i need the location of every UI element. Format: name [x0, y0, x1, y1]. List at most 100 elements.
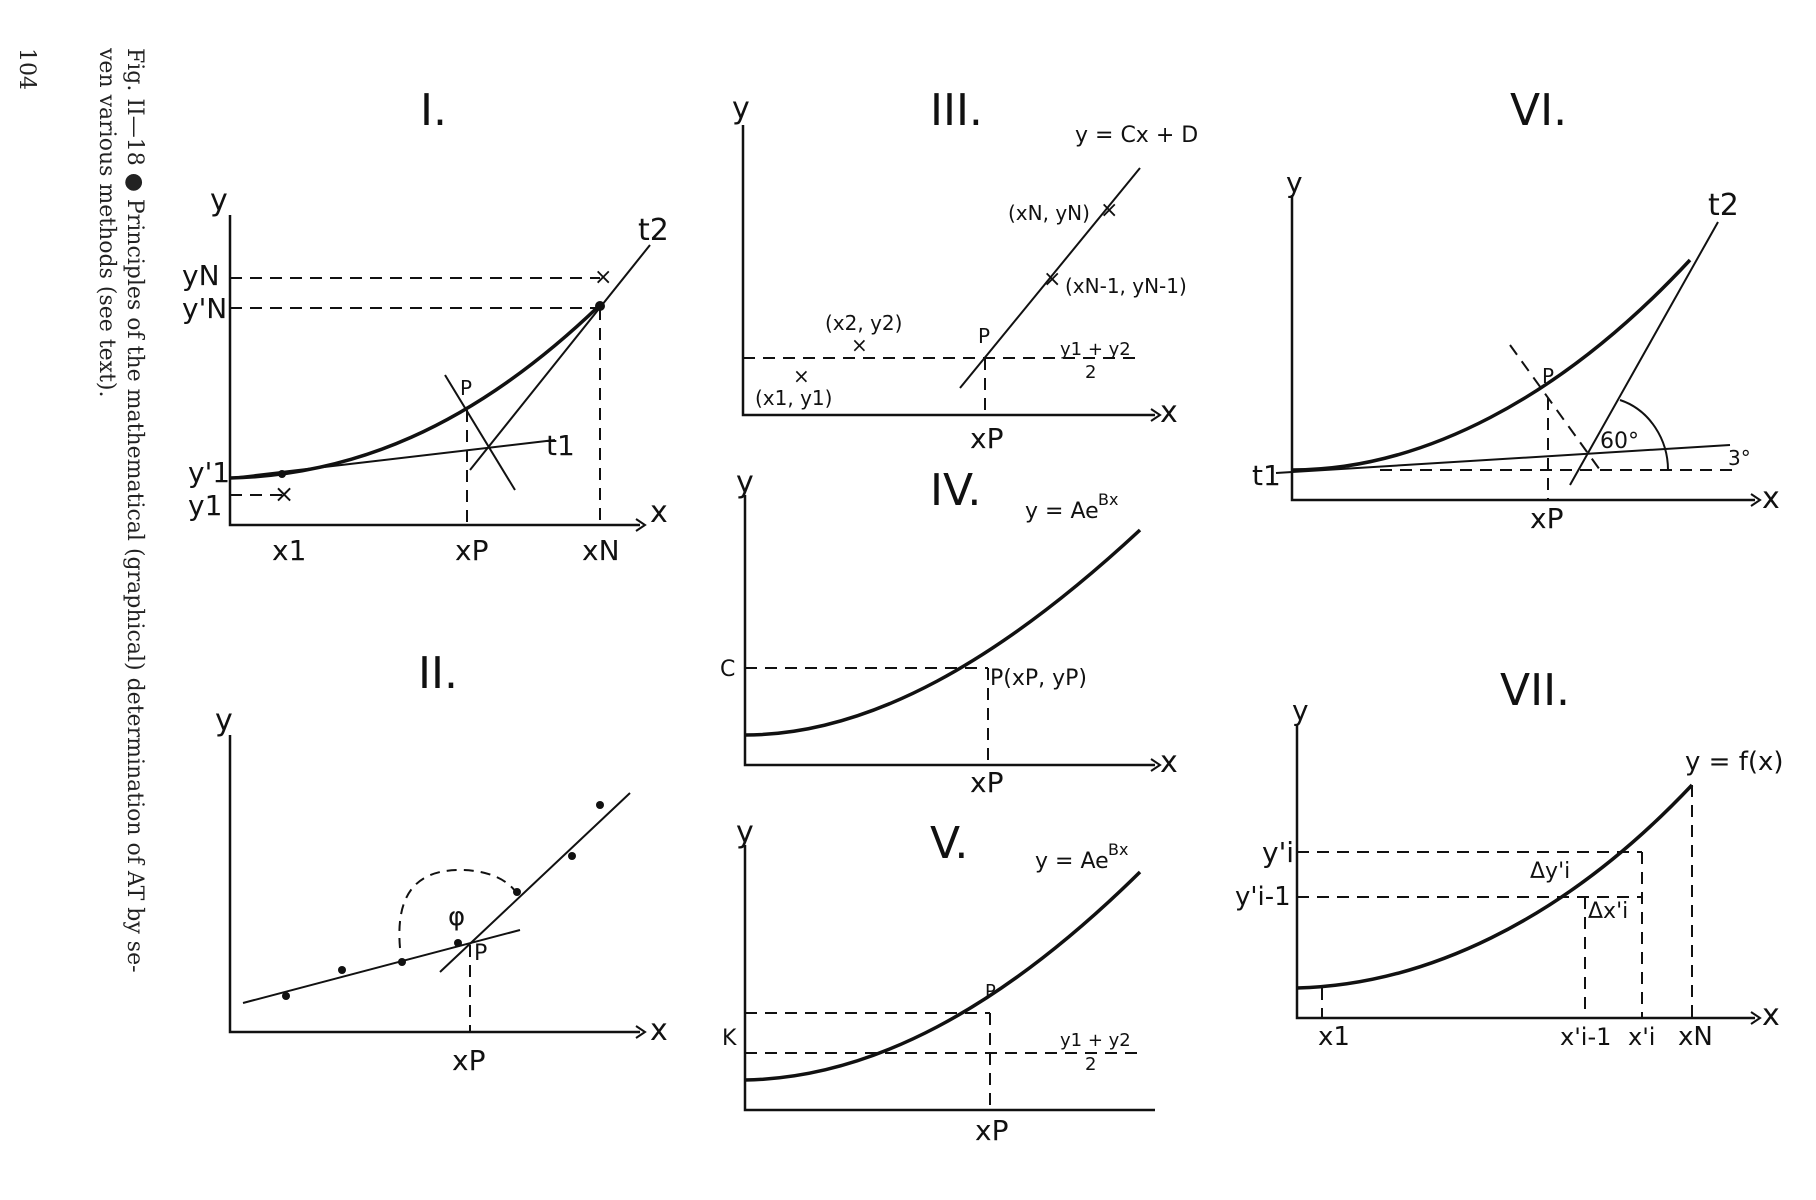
data-point: [398, 958, 406, 966]
data-point: [596, 801, 604, 809]
label-60: 60°: [1600, 429, 1639, 454]
label-yi: y'i: [1262, 836, 1294, 869]
panel-title: II.: [418, 648, 458, 699]
panel-III: III. y x y = Cx + D × × × × (xN, yN) (xN…: [732, 85, 1198, 455]
label-xP: xP: [455, 534, 488, 567]
label-t2: t2: [638, 213, 669, 248]
axes: [743, 845, 1155, 1112]
x-axis-label: x: [650, 495, 668, 530]
data-point: [282, 992, 290, 1000]
axes: [228, 735, 640, 1034]
caption-line-1: Fig. II—18 ● Principles of the mathemati…: [122, 48, 147, 973]
label-phi: φ: [448, 902, 465, 932]
y-axis-label: y: [736, 815, 754, 850]
x-axis-label: x: [1762, 481, 1780, 516]
panel-title: VI.: [1510, 85, 1567, 136]
label-xP: xP: [970, 422, 1003, 455]
label-pN: (xN, yN): [1008, 201, 1090, 225]
x-axis-label: x: [1160, 745, 1178, 780]
panel-VII: VII. y x y = f(x) y'i y'i-1 Δy'i Δx'i x1…: [1235, 665, 1784, 1052]
label-t1: t1: [546, 429, 575, 462]
axes: [743, 495, 1155, 767]
axes: [741, 125, 1155, 417]
point-start: [278, 470, 286, 478]
curve: [229, 303, 602, 480]
curve: [1291, 258, 1692, 472]
axes: [1290, 195, 1755, 502]
bisector: [444, 374, 516, 491]
label-mid-den: 2: [1085, 362, 1096, 383]
label-P: P: [460, 376, 472, 400]
regression-line-2: [439, 792, 631, 973]
equation: y = f(x): [1685, 747, 1784, 777]
x-arrow: [635, 518, 647, 532]
x-arrow: [1750, 1011, 1762, 1025]
curve: [1296, 783, 1694, 990]
label-pN-1: (xN-1, yN-1): [1065, 274, 1187, 298]
regression-line-1: [242, 929, 521, 1004]
tangent-t1: [1275, 444, 1731, 474]
label-xN: xN: [582, 534, 620, 567]
axes: [1295, 725, 1755, 1020]
y-axis-label: y: [736, 465, 754, 500]
label-y1: y1: [188, 489, 222, 522]
cross-mark: ×: [793, 364, 810, 388]
label-xP: xP: [975, 1114, 1008, 1147]
x-arrow: [1150, 408, 1162, 422]
label-t1: t1: [1252, 459, 1281, 492]
panel-title: III.: [930, 85, 983, 136]
y-axis-label: y: [1292, 694, 1309, 727]
label-xP: xP: [970, 766, 1003, 799]
tangent-t2: [469, 244, 651, 471]
label-t2: t2: [1708, 188, 1739, 223]
fit-line: [959, 167, 1141, 389]
label-dx: Δx'i: [1588, 899, 1628, 924]
caption-line-2: ven various methods (see text).: [94, 47, 119, 398]
label-P: P: [985, 981, 996, 1002]
x-arrow: [1150, 758, 1162, 772]
panel-I: I. y x × × yN y'N y'1 y1 x1 xP xN t2 t1 …: [182, 85, 669, 567]
label-y1-prime: y'1: [188, 456, 230, 489]
data-point: [338, 966, 346, 974]
panel-VI: VI. y x t1 t2 P 60° 3° xP: [1252, 85, 1780, 535]
equation: y = Cx + D: [1075, 123, 1198, 148]
equation-exponent: Bx: [1098, 490, 1118, 509]
data-point: [513, 888, 521, 896]
label-xP: xP: [452, 1044, 485, 1077]
label-K: K: [722, 1026, 737, 1051]
equation: y = Ae: [1035, 849, 1109, 874]
exp-curve: [744, 528, 1142, 737]
label-xN: xN: [1678, 1022, 1713, 1052]
panel-title: IV.: [930, 465, 981, 516]
label-C: C: [720, 657, 735, 682]
panel-title: I.: [420, 85, 447, 136]
label-p2: (x2, y2): [825, 311, 902, 335]
angle-arc: [398, 868, 521, 949]
panel-II: II. y x φ P xP: [215, 648, 668, 1077]
cross-mark-x1: ×: [274, 480, 294, 508]
cross-mark: ×: [1100, 198, 1118, 223]
page-number: 104: [14, 48, 39, 90]
panel-title: VII.: [1500, 665, 1570, 716]
label-P: P: [474, 941, 487, 966]
x-axis-label: x: [1762, 998, 1780, 1033]
label-mid-den: 2: [1085, 1054, 1096, 1075]
y-axis-label: y: [210, 183, 228, 218]
label-xi-1: x'i-1: [1560, 1023, 1611, 1051]
label-P: P: [1542, 364, 1554, 388]
y-axis-label: y: [215, 703, 233, 738]
cross-mark: ×: [851, 333, 868, 357]
x-arrow: [1750, 493, 1762, 507]
x-axis-label: x: [1160, 395, 1178, 430]
panel-title: V.: [930, 818, 968, 869]
label-yN: yN: [182, 259, 220, 292]
label-xi: x'i: [1628, 1023, 1655, 1051]
label-x1: x1: [1318, 1022, 1350, 1052]
y-axis-label: y: [1286, 166, 1303, 199]
label-dy: Δy'i: [1530, 859, 1570, 884]
label-x1: x1: [272, 534, 306, 567]
data-point: [454, 939, 462, 947]
y-axis-label: y: [732, 91, 750, 126]
data-point: [568, 852, 576, 860]
